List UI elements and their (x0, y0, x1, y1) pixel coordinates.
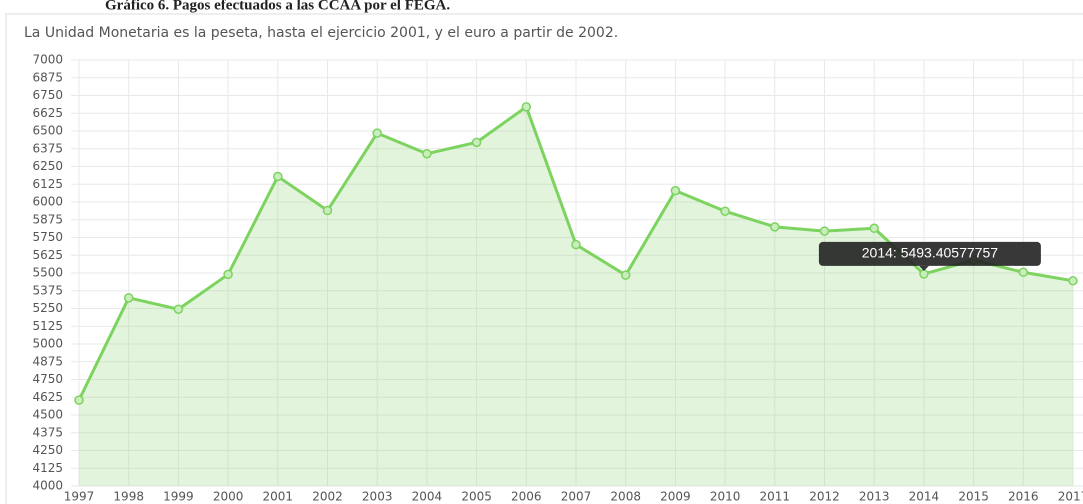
point (74, 395, 84, 405)
point (372, 128, 382, 138)
x-tick-label: 2016 (1008, 490, 1039, 504)
point (223, 269, 233, 280)
point (869, 223, 879, 234)
y-tick-label: 4125 (32, 461, 63, 475)
point (620, 270, 631, 280)
x-tick-label: 2002 (312, 490, 343, 504)
y-tick-label: 4375 (32, 425, 63, 439)
y-tick-label: 5875 (32, 212, 63, 226)
point (173, 304, 184, 314)
point (720, 206, 730, 216)
y-tick-label: 5125 (32, 319, 63, 333)
y-tick-label: 7000 (32, 53, 63, 67)
point (322, 205, 333, 216)
point (919, 269, 929, 279)
point (819, 226, 830, 236)
x-tick-label: 1997 (64, 490, 95, 504)
x-tick-label: 2000 (213, 490, 244, 504)
x-tick-label: 2015 (958, 490, 989, 504)
point (770, 222, 780, 232)
x-tick-label: 2014 (909, 490, 940, 504)
x-tick-label: 2009 (660, 490, 691, 504)
point (123, 293, 134, 303)
y-tick-label: 5000 (32, 337, 63, 351)
tooltip-box (818, 241, 1041, 266)
point (1068, 276, 1078, 286)
tooltip-text: 2014: 5493.40577757 (862, 245, 998, 261)
y-tick-label: 6125 (32, 177, 63, 191)
y-tick-label: 6750 (32, 88, 63, 102)
caption: Gráfico 6. Pagos efectuados a las CCAA p… (105, 0, 450, 13)
x-tick-label: 1999 (163, 490, 194, 504)
y-tick-label: 6375 (32, 141, 63, 155)
y-tick-label: 5625 (32, 248, 63, 262)
subtitle: La Unidad Monetaria es la peseta, hasta … (24, 25, 618, 41)
y-tick-label: 6625 (32, 106, 63, 120)
y-tick-label: 4000 (32, 479, 63, 493)
y-tick-label: 5500 (32, 266, 63, 280)
point (670, 185, 681, 196)
y-tick-label: 6000 (32, 195, 63, 209)
x-tick-label: 2004 (412, 490, 443, 504)
y-tick-label: 6250 (32, 159, 63, 173)
y-tick-label: 5375 (32, 283, 63, 297)
point (273, 171, 283, 182)
tooltip-arrow (918, 265, 929, 271)
y-tick-label: 5250 (32, 301, 63, 315)
x-tick-label: 1998 (113, 490, 144, 504)
x-tick-label: 2017 (1058, 490, 1083, 504)
x-tick-label: 2010 (710, 490, 741, 504)
x-tick-label: 2007 (561, 490, 592, 504)
x-tick-label: 2013 (859, 490, 890, 504)
y-tick-label: 4500 (32, 408, 63, 422)
y-tick-label: 4250 (32, 443, 63, 457)
y-tick-label: 4625 (32, 390, 63, 404)
x-tick-label: 2001 (263, 490, 294, 504)
y-tick-label: 4875 (32, 354, 63, 368)
y-tick-label: 4750 (32, 372, 63, 386)
x-tick-label: 2003 (362, 490, 393, 504)
x-tick-label: 2005 (461, 490, 492, 504)
x-tick-label: 2008 (610, 490, 641, 504)
y-tick-label: 6500 (32, 124, 63, 138)
tooltip: 2014: 5493.40577757 (818, 241, 1041, 271)
area (79, 106, 1073, 487)
x-tick-label: 2006 (511, 490, 542, 504)
point (521, 102, 532, 112)
y-tick-label: 6875 (32, 70, 63, 84)
point (471, 137, 482, 148)
x-tick-label: 2011 (760, 490, 791, 504)
y-tick-label: 5750 (32, 230, 63, 244)
point (422, 148, 432, 159)
x-tick-label: 2012 (809, 490, 840, 504)
point (1018, 267, 1029, 278)
point (571, 239, 581, 250)
